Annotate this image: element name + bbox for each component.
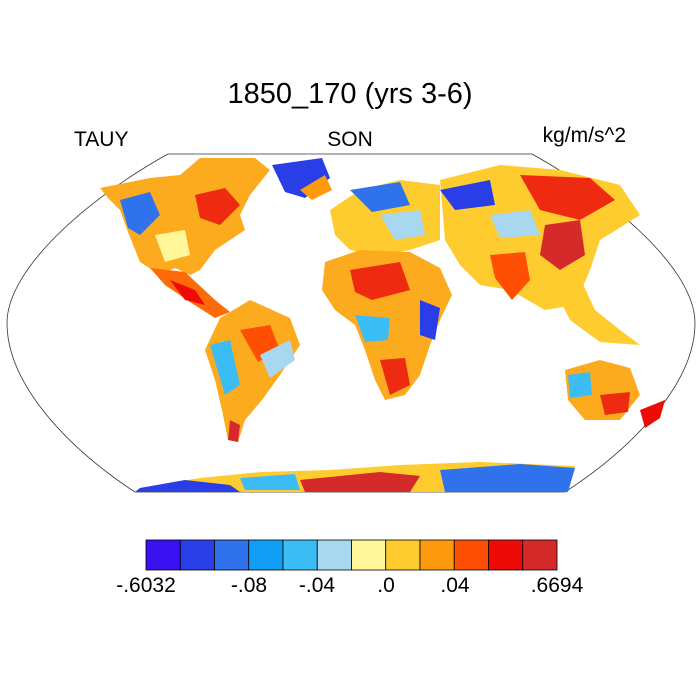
africa-south-red — [380, 358, 410, 395]
australia-blue — [568, 372, 592, 398]
south-america-landmass — [205, 300, 300, 442]
season-label: SON — [327, 128, 373, 151]
colorbar-box-11 — [522, 539, 558, 571]
southeast-asia — [550, 278, 640, 345]
na-red-patch — [195, 188, 240, 225]
asia-lightblue — [490, 210, 540, 238]
colorbar-tick-label-4: .04 — [440, 574, 470, 597]
new-zealand — [640, 400, 665, 428]
india — [490, 252, 530, 300]
colorbar-box-8 — [419, 539, 455, 571]
colorbar-box-10 — [488, 539, 524, 571]
colorbar-box-4 — [282, 539, 318, 571]
variable-label: TAUY — [74, 128, 129, 151]
colorbar-box-6 — [351, 539, 387, 571]
sa-lightblue — [260, 340, 295, 378]
europe-blue — [350, 182, 410, 212]
colorbar-tick-label-2: -.04 — [298, 574, 336, 597]
colorbar-box-1 — [179, 539, 215, 571]
colorbar-box-7 — [385, 539, 421, 571]
asia-red-north — [520, 175, 615, 220]
north-america-landmass — [100, 158, 270, 275]
colorbar-box-0 — [145, 539, 181, 571]
asia-blue — [440, 180, 495, 210]
colorbar-tick-label-0: -.6032 — [116, 574, 176, 597]
colorbar-tick-label-3: .0 — [377, 574, 395, 597]
colorbar-box-9 — [453, 539, 489, 571]
central-america-red — [170, 280, 205, 305]
china-red — [540, 220, 585, 270]
na-west-blue — [120, 192, 160, 235]
sa-blue-patch — [210, 340, 240, 395]
units-label: kg/m/s^2 — [542, 124, 626, 147]
africa-east-blue — [420, 300, 440, 340]
colorbar-box-3 — [248, 539, 284, 571]
africa-blue — [355, 315, 390, 342]
europe-lightblue — [380, 210, 425, 240]
map-title: 1850_170 (yrs 3-6) — [227, 78, 473, 110]
antarctica-blue-west — [135, 480, 240, 492]
colorbar-box-5 — [316, 539, 352, 571]
australia-red — [600, 392, 630, 415]
colorbar-box-2 — [214, 539, 250, 571]
antarctica-lightblue — [240, 474, 300, 490]
greenland-edge — [300, 175, 332, 200]
africa-red-patch — [350, 262, 410, 300]
colorbar-tick-label-5: .6694 — [530, 574, 584, 597]
antarctica-red — [300, 472, 420, 492]
antarctica-blue-east — [440, 464, 575, 492]
sa-south-red — [228, 420, 240, 442]
na-yellow-patch — [155, 230, 190, 262]
colorbar-tick-label-1: -.08 — [230, 574, 268, 597]
